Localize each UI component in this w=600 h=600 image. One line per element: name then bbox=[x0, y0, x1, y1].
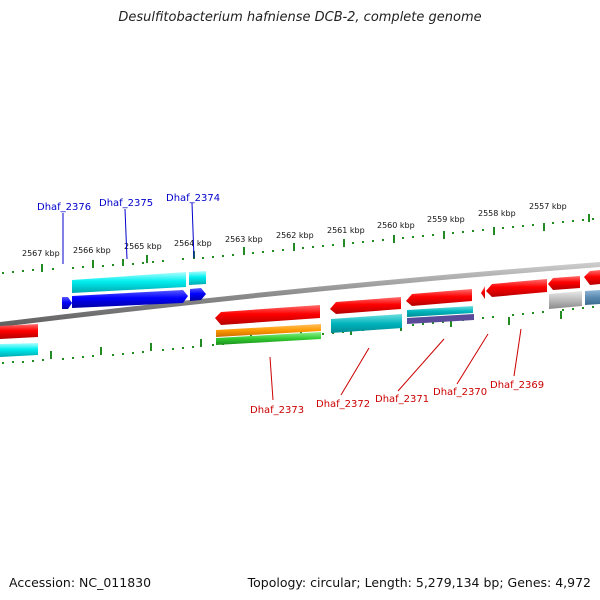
gene-dhaf-2370-cds[interactable] bbox=[481, 286, 485, 299]
scale-label-2561: 2561 kbp bbox=[327, 226, 365, 235]
gene-label-dhaf-2374[interactable]: Dhaf_2374 bbox=[166, 193, 220, 204]
bottom-leader-lines bbox=[269, 328, 522, 401]
genome-stats-text: Topology: circular; Length: 5,279,134 bp… bbox=[247, 575, 591, 590]
reverse-genes bbox=[0, 270, 600, 357]
gene-label-dhaf-2375[interactable]: Dhaf_2375 bbox=[99, 198, 153, 209]
gene-dhaf-2369-cds[interactable] bbox=[486, 279, 547, 297]
gene-dhaf-2373-orange[interactable] bbox=[216, 324, 321, 337]
scale-label-2559: 2559 kbp bbox=[427, 215, 465, 224]
gene-right-red-1[interactable] bbox=[548, 276, 580, 290]
accession-text: Accession: NC_011830 bbox=[9, 575, 152, 590]
gene-dhaf-2373-cds[interactable] bbox=[215, 305, 320, 325]
scale-label-2562: 2562 kbp bbox=[276, 231, 314, 240]
gene-dhaf-2372-cds[interactable] bbox=[330, 297, 401, 314]
scale-label-2564: 2564 kbp bbox=[174, 239, 212, 248]
gene-label-dhaf-2371[interactable]: Dhaf_2371 bbox=[375, 394, 429, 405]
gene-dhaf-2376-cds[interactable] bbox=[62, 297, 72, 309]
upper-scale-major-ticks bbox=[41, 214, 590, 272]
scale-label-2558: 2558 kbp bbox=[478, 209, 516, 218]
upper-scale-dots bbox=[2, 218, 594, 274]
scale-label-2560: 2560 kbp bbox=[377, 221, 415, 230]
gene-dhaf-2372-teal[interactable] bbox=[331, 314, 402, 333]
top-leader-lines bbox=[62, 202, 195, 264]
scale-label-2557: 2557 kbp bbox=[529, 202, 567, 211]
gene-left-cyan[interactable] bbox=[0, 343, 38, 357]
gene-dhaf-2371-purple[interactable] bbox=[407, 314, 474, 324]
top-gene-labels: Dhaf_2376 Dhaf_2375 Dhaf_2374 bbox=[37, 193, 220, 213]
scale-label-2563: 2563 kbp bbox=[225, 235, 263, 244]
gene-label-dhaf-2372[interactable]: Dhaf_2372 bbox=[316, 399, 370, 410]
genome-title: Desulfitobacterium hafniense DCB-2, comp… bbox=[118, 10, 482, 25]
bottom-gene-labels: Dhaf_2373 Dhaf_2372 Dhaf_2371 Dhaf_2370 … bbox=[250, 380, 544, 416]
scale-label-2565: 2565 kbp bbox=[124, 242, 162, 251]
gene-dhaf-2371-teal[interactable] bbox=[407, 306, 473, 317]
gene-right-grey[interactable] bbox=[549, 291, 582, 309]
gene-dhaf-2374-cds[interactable] bbox=[190, 288, 206, 301]
gene-label-dhaf-2373[interactable]: Dhaf_2373 bbox=[250, 405, 304, 416]
gene-right-red-2[interactable] bbox=[584, 270, 600, 285]
gene-dhaf-2371-cds[interactable] bbox=[406, 289, 472, 306]
gene-left-red[interactable] bbox=[0, 324, 38, 339]
scale-label-2566: 2566 kbp bbox=[73, 246, 111, 255]
gene-dhaf-2374-cyan[interactable] bbox=[189, 271, 206, 285]
gene-label-dhaf-2369[interactable]: Dhaf_2369 bbox=[490, 380, 544, 391]
scale-label-2567: 2567 kbp bbox=[22, 249, 60, 258]
gene-dhaf-2373-green[interactable] bbox=[216, 332, 321, 345]
gene-dhaf-2375-cyan[interactable] bbox=[72, 272, 186, 293]
gene-right-steel[interactable] bbox=[585, 290, 600, 305]
gene-label-dhaf-2370[interactable]: Dhaf_2370 bbox=[433, 387, 487, 398]
genome-backbone bbox=[0, 262, 600, 327]
forward-genes bbox=[62, 271, 206, 309]
scale-labels: 2567 kbp 2566 kbp 2565 kbp 2564 kbp 2563… bbox=[22, 202, 567, 258]
gene-dhaf-2375-cds[interactable] bbox=[72, 290, 188, 308]
gene-label-dhaf-2376[interactable]: Dhaf_2376 bbox=[37, 202, 91, 213]
